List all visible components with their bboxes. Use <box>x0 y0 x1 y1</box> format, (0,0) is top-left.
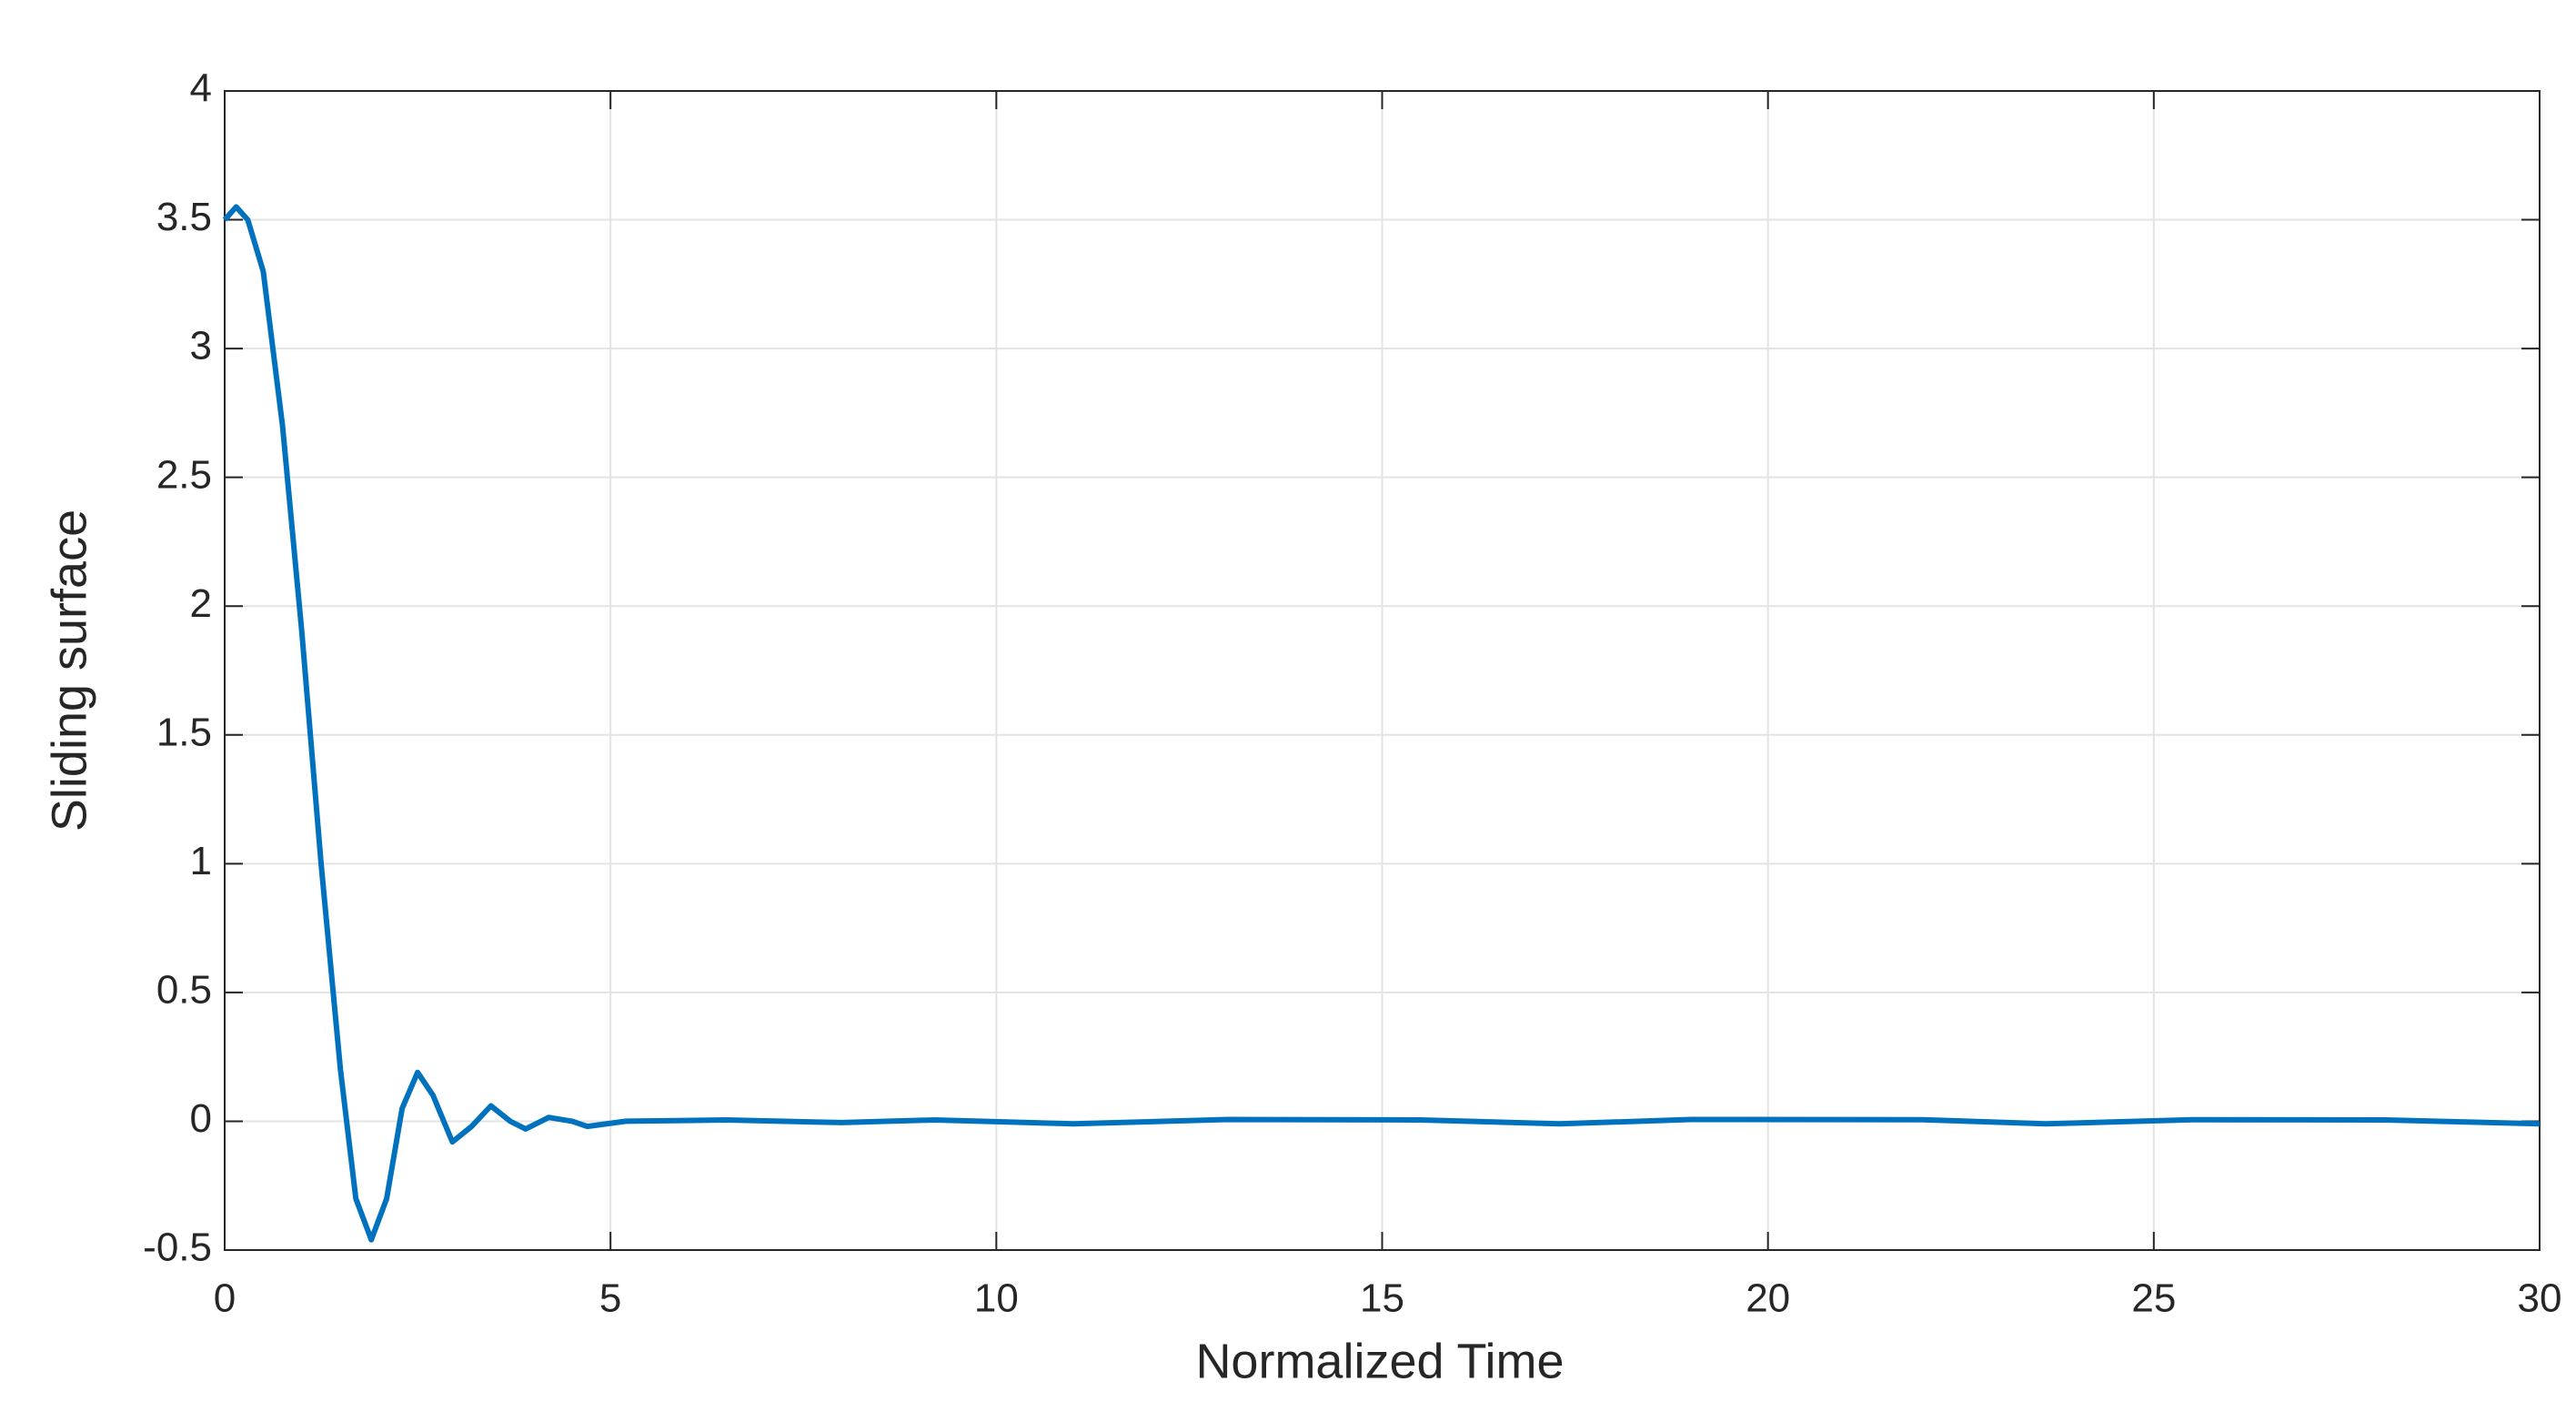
y-tick-label: 3.5 <box>156 195 212 239</box>
y-tick-label: 1 <box>190 839 212 883</box>
y-tick-label: 2.5 <box>156 452 212 497</box>
x-tick-label: 30 <box>2518 1276 2562 1321</box>
y-tick-label: 4 <box>190 66 212 111</box>
x-tick-label: 25 <box>2131 1276 2176 1321</box>
grid <box>224 90 2541 1251</box>
x-tick-label: 20 <box>1746 1276 1790 1321</box>
x-tick-label: 10 <box>974 1276 1019 1321</box>
y-tick-label: -0.5 <box>143 1225 212 1270</box>
y-tick-label: 1.5 <box>156 710 212 754</box>
x-tick-label: 0 <box>214 1276 236 1321</box>
x-tick-label: 15 <box>1360 1276 1404 1321</box>
plot-frame <box>224 90 2541 1251</box>
y-axis-label: Sliding surface <box>42 509 96 832</box>
line <box>222 204 2541 1243</box>
y-tick-label: 0.5 <box>156 968 212 1013</box>
x-tick-label: 5 <box>599 1276 621 1321</box>
y-tick-label: 0 <box>190 1096 212 1141</box>
y-tick-label: 3 <box>190 324 212 368</box>
y-tick-label: 2 <box>190 581 212 626</box>
x-axis-label: Normalized Time <box>1195 1334 1564 1388</box>
